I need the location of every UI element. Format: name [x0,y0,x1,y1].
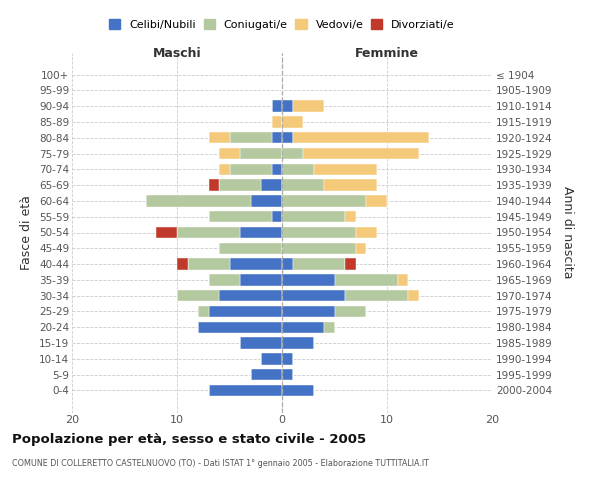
Bar [345,290,408,302]
Bar [345,258,355,270]
Bar [219,164,229,175]
Bar [219,242,282,254]
Bar [240,148,282,159]
Bar [335,274,398,285]
Bar [282,148,303,159]
Bar [282,338,314,349]
Bar [282,180,324,191]
Bar [355,227,377,238]
Bar [187,258,229,270]
Bar [271,211,282,222]
Bar [177,290,219,302]
Bar [209,306,282,317]
Bar [324,180,377,191]
Bar [271,164,282,175]
Bar [229,258,282,270]
Bar [282,195,366,206]
Bar [282,369,293,380]
Y-axis label: Anni di nascita: Anni di nascita [561,186,574,279]
Bar [261,353,282,364]
Text: Popolazione per età, sesso e stato civile - 2005: Popolazione per età, sesso e stato civil… [12,432,366,446]
Bar [209,274,240,285]
Bar [293,100,324,112]
Bar [219,148,240,159]
Bar [408,290,419,302]
Text: COMUNE DI COLLERETTO CASTELNUOVO (TO) - Dati ISTAT 1° gennaio 2005 - Elaborazion: COMUNE DI COLLERETTO CASTELNUOVO (TO) - … [12,459,429,468]
Bar [209,132,229,143]
Bar [271,100,282,112]
Text: Maschi: Maschi [152,48,202,60]
Bar [177,258,187,270]
Bar [282,132,293,143]
Bar [229,164,271,175]
Bar [209,211,271,222]
Bar [366,195,387,206]
Bar [282,242,355,254]
Bar [156,227,177,238]
Bar [251,195,282,206]
Y-axis label: Fasce di età: Fasce di età [20,195,34,270]
Bar [282,353,293,364]
Bar [282,274,335,285]
Bar [146,195,251,206]
Bar [219,290,282,302]
Bar [261,180,282,191]
Bar [303,148,419,159]
Bar [345,211,355,222]
Bar [324,322,335,333]
Bar [271,116,282,128]
Bar [282,227,355,238]
Bar [314,164,377,175]
Bar [209,385,282,396]
Bar [198,306,209,317]
Text: Femmine: Femmine [355,48,419,60]
Bar [209,180,219,191]
Bar [282,116,303,128]
Bar [177,227,240,238]
Bar [335,306,366,317]
Bar [398,274,408,285]
Bar [219,180,261,191]
Bar [282,385,314,396]
Bar [282,322,324,333]
Bar [282,100,293,112]
Legend: Celibi/Nubili, Coniugati/e, Vedovi/e, Divorziati/e: Celibi/Nubili, Coniugati/e, Vedovi/e, Di… [105,15,459,34]
Bar [251,369,282,380]
Bar [198,322,282,333]
Bar [240,227,282,238]
Bar [229,132,271,143]
Bar [282,164,314,175]
Bar [271,132,282,143]
Bar [355,242,366,254]
Bar [282,290,345,302]
Bar [293,258,345,270]
Bar [282,306,335,317]
Bar [240,274,282,285]
Bar [240,338,282,349]
Bar [282,258,293,270]
Bar [293,132,429,143]
Bar [282,211,345,222]
